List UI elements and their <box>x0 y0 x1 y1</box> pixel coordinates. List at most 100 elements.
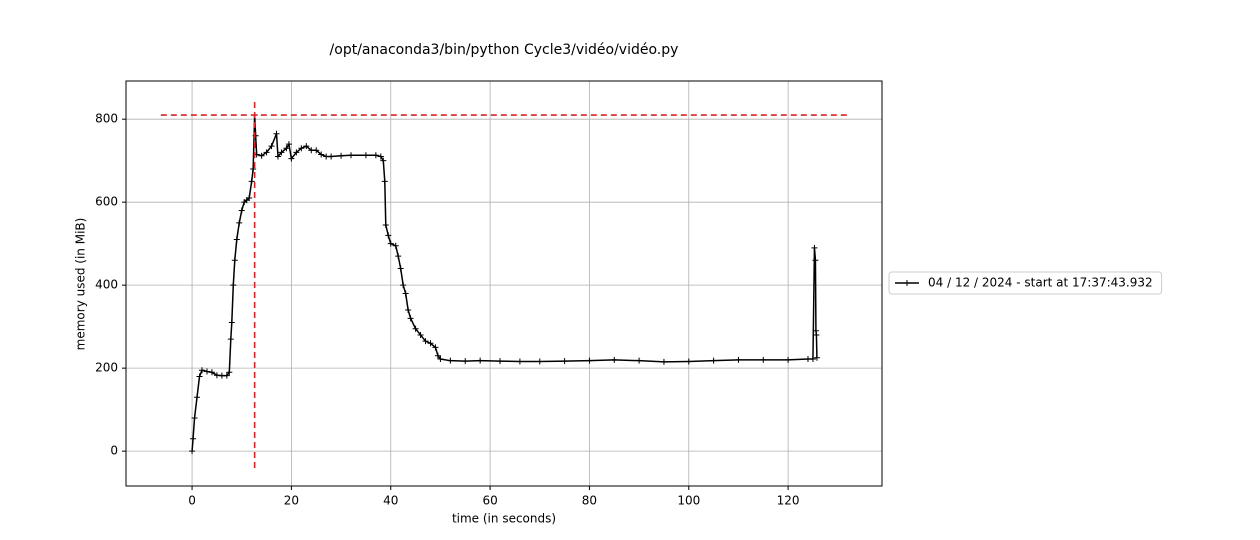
data-point <box>447 357 454 364</box>
data-point <box>274 153 281 160</box>
x-tick-label: 100 <box>677 494 700 508</box>
data-point <box>203 368 210 375</box>
data-point <box>231 257 238 264</box>
data-point <box>258 152 265 159</box>
y-tick-label: 800 <box>95 112 118 126</box>
data-point <box>477 357 484 364</box>
data-point <box>208 369 215 376</box>
data-point <box>412 325 419 332</box>
data-point <box>395 253 402 260</box>
y-tick-label: 0 <box>110 444 118 458</box>
data-point <box>303 143 310 150</box>
data-point <box>348 152 355 159</box>
data-point <box>407 315 414 322</box>
data-point <box>362 152 369 159</box>
y-tick-label: 200 <box>95 361 118 375</box>
data-point <box>381 178 388 185</box>
data-point <box>387 240 394 247</box>
y-tick-label: 400 <box>95 278 118 292</box>
data-point <box>422 338 429 345</box>
data-point <box>380 157 387 164</box>
data-point <box>377 153 384 160</box>
data-point <box>285 141 292 148</box>
data-point <box>392 242 399 249</box>
data-point <box>813 354 820 361</box>
data-point <box>636 357 643 364</box>
data-point <box>298 145 305 152</box>
data-point <box>288 155 295 162</box>
legend-label: 04 / 12 / 2024 - start at 17:37:43.932 <box>928 276 1153 290</box>
x-tick-label: 80 <box>582 494 597 508</box>
data-point <box>385 232 392 239</box>
data-point <box>278 149 285 156</box>
data-point <box>328 153 335 160</box>
data-point <box>400 282 407 289</box>
data-point <box>561 358 568 365</box>
data-point <box>273 130 280 137</box>
y-axis-label: memory used (in MiB) <box>74 218 88 351</box>
data-point <box>735 356 742 363</box>
data-point <box>427 340 434 347</box>
data-point <box>246 195 253 202</box>
x-tick-label: 60 <box>482 494 497 508</box>
data-point <box>434 352 441 359</box>
data-point <box>812 257 819 264</box>
data-point <box>760 356 767 363</box>
data-point <box>227 336 234 343</box>
data-line <box>191 114 818 452</box>
data-point <box>402 290 409 297</box>
data-point <box>223 372 230 379</box>
data-point <box>405 307 412 314</box>
data-point <box>437 356 444 363</box>
data-point <box>372 152 379 159</box>
data-point <box>785 356 792 363</box>
data-point <box>338 152 345 159</box>
data-point <box>660 358 667 365</box>
data-point <box>238 207 245 214</box>
data-point <box>283 145 290 152</box>
data-point <box>248 178 255 185</box>
x-tick-label: 40 <box>383 494 398 508</box>
data-point <box>189 448 196 455</box>
data-point <box>497 358 504 365</box>
data-point <box>586 357 593 364</box>
data-point <box>194 394 201 401</box>
data-point <box>382 221 389 228</box>
data-point <box>228 319 235 326</box>
data-point <box>813 331 820 338</box>
data-point <box>263 149 270 156</box>
data-point <box>417 331 424 338</box>
x-tick-label: 120 <box>777 494 800 508</box>
data-point <box>462 358 469 365</box>
data-point <box>432 344 439 351</box>
data-point <box>250 165 257 172</box>
data-point <box>268 143 275 150</box>
x-tick-label: 0 <box>188 494 196 508</box>
chart-title: /opt/anaconda3/bin/python Cycle3/vidéo/v… <box>330 42 679 58</box>
data-point <box>397 265 404 272</box>
legend-marker <box>904 280 910 286</box>
data-point <box>811 244 818 251</box>
data-point <box>226 369 233 376</box>
x-tick-label: 20 <box>284 494 299 508</box>
data-point <box>809 356 816 363</box>
data-point <box>318 151 325 158</box>
data-point <box>252 132 259 139</box>
legend-box <box>888 271 1163 295</box>
data-point <box>190 435 197 442</box>
data-point <box>236 219 243 226</box>
data-point <box>191 414 198 421</box>
data-point <box>293 149 300 156</box>
data-point <box>611 356 618 363</box>
data-point <box>685 358 692 365</box>
data-point <box>198 367 205 374</box>
data-point <box>196 373 203 380</box>
plot-frame <box>125 80 883 487</box>
data-point <box>313 147 320 154</box>
data-point <box>233 236 240 243</box>
x-axis-label: time (in seconds) <box>452 512 556 526</box>
data-point <box>516 358 523 365</box>
data-point <box>536 358 543 365</box>
data-point <box>710 357 717 364</box>
